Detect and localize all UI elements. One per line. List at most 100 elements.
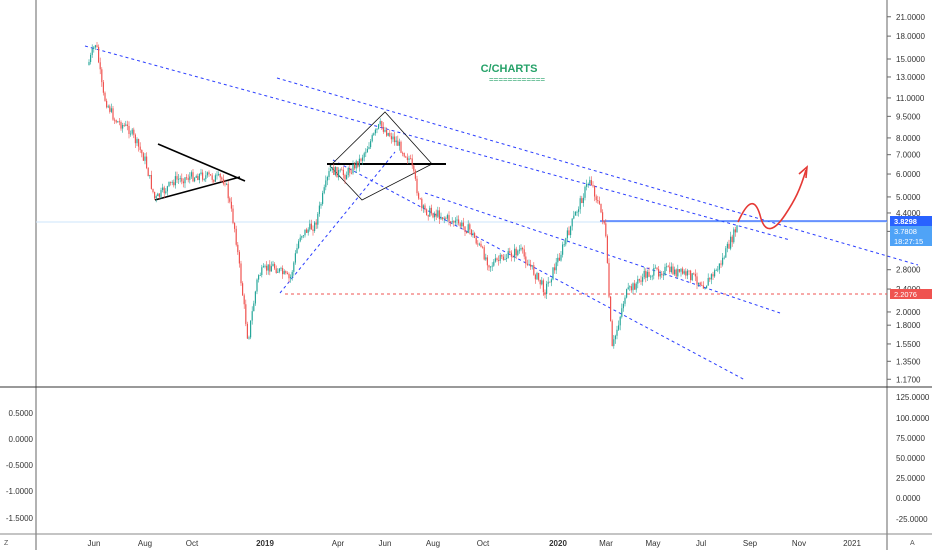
candle-body <box>202 172 204 180</box>
candle-body <box>301 236 303 238</box>
candle-body <box>629 286 631 288</box>
candle-body <box>712 274 714 277</box>
candle-body <box>592 185 594 187</box>
candle-body <box>518 249 520 251</box>
candle-body <box>501 254 503 257</box>
candle-body <box>107 106 109 108</box>
candle-body <box>699 282 701 285</box>
price-tick-label: 5.0000 <box>896 193 921 202</box>
candle-body <box>642 277 644 282</box>
candle-body <box>328 171 330 178</box>
candle-body <box>514 248 516 258</box>
candle-body <box>144 156 146 161</box>
candle-body <box>136 139 138 144</box>
candle-body <box>365 152 367 154</box>
candle-body <box>670 266 672 273</box>
candle-body <box>139 146 141 150</box>
candle-body <box>557 257 559 263</box>
candle-body <box>525 256 527 264</box>
candle-body <box>230 201 232 209</box>
candle-body <box>443 217 445 219</box>
candle-body <box>650 276 652 278</box>
candle-body <box>619 316 621 326</box>
candle-body <box>656 267 658 270</box>
candle-body <box>190 172 192 177</box>
candle-body <box>394 136 396 143</box>
candle-body <box>429 207 431 217</box>
candle-body <box>563 244 565 246</box>
candle-body <box>344 175 346 180</box>
candle-body <box>470 229 472 236</box>
time-tick-label: Sep <box>743 539 758 548</box>
candle-body <box>397 140 399 146</box>
candle-body <box>533 265 535 275</box>
osc-right-tick-label: -25.0000 <box>896 515 928 524</box>
candle-body <box>430 207 432 214</box>
candle-body <box>422 205 424 209</box>
triangle-bottom <box>154 176 241 201</box>
candle-body <box>408 158 410 160</box>
candle-body <box>587 183 589 185</box>
candle-body <box>338 170 340 178</box>
candle-body <box>389 133 391 137</box>
candle-body <box>194 177 196 182</box>
candle-body <box>198 174 200 181</box>
candle-body <box>245 304 247 324</box>
candle-body <box>478 243 480 245</box>
candle-body <box>174 176 176 186</box>
candle-body <box>334 166 336 175</box>
candle-body <box>733 229 735 243</box>
candle-body <box>269 264 271 272</box>
candle-body <box>509 251 511 253</box>
candle-body <box>678 269 680 272</box>
candle-body <box>717 269 719 271</box>
price-label-text: 3.8298 <box>894 217 917 226</box>
candle-body <box>165 191 167 194</box>
candle-body <box>410 158 412 160</box>
price-label-text: 3.7808 <box>894 227 917 236</box>
candle-body <box>386 130 388 136</box>
candle-body <box>91 48 93 55</box>
price-label-box <box>890 236 932 246</box>
candle-body <box>512 256 514 258</box>
candle-body <box>405 156 407 158</box>
trendline-channel-mid <box>424 192 781 314</box>
candle-body <box>349 168 351 173</box>
candle-body <box>664 266 666 275</box>
candle-body <box>456 219 458 221</box>
candle-body <box>698 282 700 285</box>
candle-body <box>427 215 429 217</box>
price-tick-label: 18.0000 <box>896 32 925 41</box>
price-label-box <box>890 226 932 236</box>
candle-body <box>210 174 212 176</box>
price-tick-label: 6.0000 <box>896 170 921 179</box>
candle-body <box>96 45 98 47</box>
candle-body <box>378 124 380 129</box>
candle-body <box>662 274 664 276</box>
candle-body <box>611 321 613 347</box>
candle-body <box>309 223 311 230</box>
candle-body <box>390 136 392 140</box>
candle-body <box>162 187 164 191</box>
candle-body <box>603 220 605 224</box>
candle-body <box>371 135 373 142</box>
osc-right-tick-label: 25.0000 <box>896 474 925 483</box>
candle-body <box>275 268 277 273</box>
candle-body <box>200 172 202 175</box>
candle-body <box>181 178 183 182</box>
candle-body <box>125 124 127 126</box>
candle-body <box>248 337 250 339</box>
candle-body <box>466 231 468 234</box>
candle-body <box>178 178 180 180</box>
candle-body <box>610 296 612 322</box>
candle-body <box>318 205 320 214</box>
candle-body <box>342 169 344 176</box>
candle-body <box>218 174 220 175</box>
candle-body <box>682 268 684 274</box>
candle-body <box>355 161 357 169</box>
candle-body <box>221 177 223 180</box>
candle-body <box>710 274 712 280</box>
candle-body <box>205 175 207 180</box>
candle-body <box>544 292 546 295</box>
